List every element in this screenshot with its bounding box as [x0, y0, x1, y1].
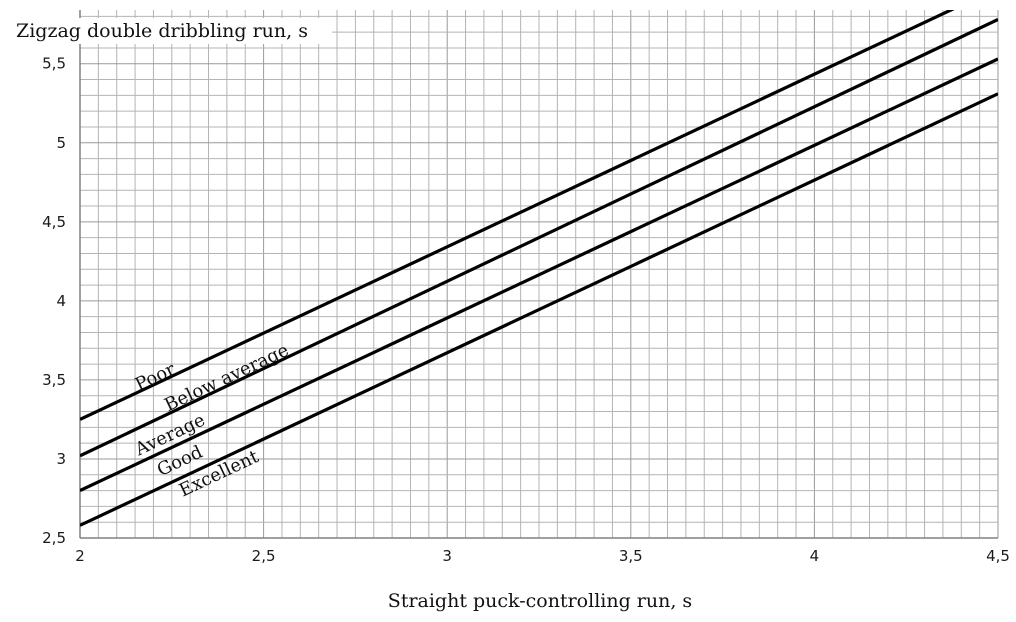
y-tick-label: 4,5: [42, 213, 66, 231]
x-tick-label: 2: [75, 547, 85, 565]
y-tick-label: 5,5: [42, 55, 66, 73]
series-lines: [80, 10, 998, 527]
y-tick-label: 4: [56, 292, 66, 310]
axes: [79, 10, 998, 539]
y-tick-label: 3: [56, 450, 66, 468]
x-axis-title: Straight puck-controlling run, s: [388, 590, 692, 612]
x-tick-label: 3: [442, 547, 452, 565]
y-tick-label: 3,5: [42, 371, 66, 389]
x-tick-label: 3,5: [619, 547, 643, 565]
y-tick-label: 5: [56, 134, 66, 152]
series-line: [80, 18, 998, 458]
x-tick-label: 4,5: [986, 547, 1010, 565]
series-line: [80, 57, 998, 493]
x-tick-label: 4: [810, 547, 820, 565]
y-tick-label: 2,5: [42, 529, 66, 547]
grid-lines: [79, 10, 999, 539]
series-line: [80, 92, 998, 527]
x-tick-label: 2,5: [252, 547, 276, 565]
y-axis-title: Zigzag double dribbling run, s: [16, 20, 308, 42]
y-tick-labels: 2,5 3 3,5 4 4,5 5 5,5: [42, 55, 66, 547]
series-line: [80, 10, 955, 421]
x-tick-labels: 2 2,5 3 3,5 4 4,5: [75, 547, 1010, 565]
ylabel-background: [10, 18, 332, 44]
